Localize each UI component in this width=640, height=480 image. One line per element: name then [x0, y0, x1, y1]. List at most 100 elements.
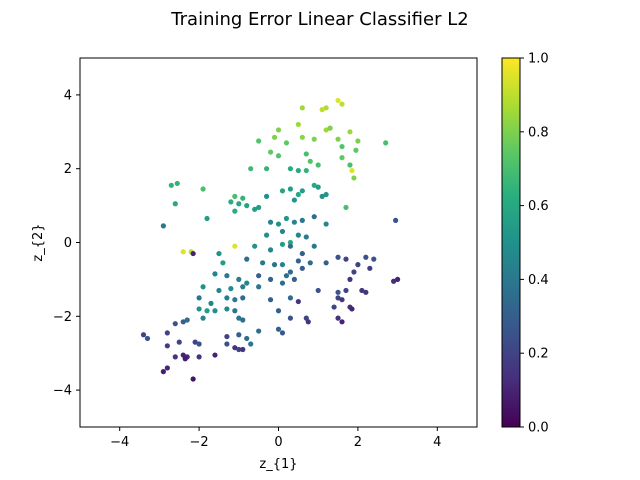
scatter-point — [172, 354, 178, 360]
scatter-point — [240, 284, 246, 290]
scatter-point — [303, 167, 309, 174]
scatter-point — [200, 284, 206, 290]
colorbar-tick-label: 0.8 — [528, 125, 549, 140]
scatter-point — [224, 273, 230, 279]
scatter-point — [190, 250, 196, 257]
scatter-point — [224, 333, 230, 340]
scatter-point — [180, 319, 186, 325]
scatter-point — [323, 221, 329, 227]
scatter-point — [275, 308, 282, 314]
scatter-point — [319, 107, 325, 113]
chart-title: Training Error Linear Classifier L2 — [170, 9, 468, 30]
scatter-point — [212, 271, 218, 277]
scatter-point — [339, 297, 345, 303]
scatter-point — [335, 289, 341, 295]
scatter-point — [311, 136, 317, 142]
scatter-point — [279, 241, 286, 247]
scatter-point — [240, 295, 246, 301]
y-tick-label: 0 — [64, 236, 72, 251]
scatter-point — [263, 166, 270, 172]
scatter-point — [164, 330, 170, 336]
scatter-point — [283, 273, 290, 279]
scatter-point — [287, 269, 294, 275]
scatter-point — [275, 221, 282, 227]
scatter-point — [275, 326, 282, 332]
scatter-point — [267, 219, 274, 225]
scatter-point — [232, 308, 238, 314]
scatter-point — [335, 254, 341, 260]
colorbar-tick-label: 1.0 — [528, 52, 549, 67]
scatter-point — [327, 125, 333, 131]
scatter-point — [232, 297, 238, 303]
y-tick-label: 4 — [64, 88, 72, 103]
y-tick-label: 2 — [64, 162, 72, 177]
scatter-point — [335, 136, 341, 142]
colorbar-tick-label: 0.4 — [528, 273, 549, 288]
scatter-point — [299, 250, 305, 257]
x-tick-label: 0 — [274, 435, 282, 450]
scatter-point — [353, 147, 359, 153]
scatter-point — [283, 140, 290, 146]
scatter-point — [287, 186, 294, 192]
scatter-point — [319, 193, 325, 199]
scatter-point — [347, 276, 353, 282]
scatter-point — [343, 287, 349, 294]
scatter-point — [287, 166, 294, 172]
scatter-point — [260, 260, 266, 266]
scatter-point — [224, 341, 230, 347]
x-axis-ticks: −4 −2 0 2 4 — [110, 427, 441, 450]
colorbar-ticks: 0.0 0.2 0.4 0.6 0.8 1.0 — [520, 52, 549, 436]
scatter-point — [283, 215, 290, 222]
scatter-point — [305, 319, 311, 325]
scatter-point — [256, 204, 262, 211]
scatter-point — [200, 315, 206, 321]
scatter-point — [287, 315, 294, 321]
scatter-point — [263, 232, 270, 238]
scatter-point — [172, 321, 178, 327]
scatter-point — [311, 243, 317, 249]
scatter-point — [256, 138, 262, 144]
scatter-point — [196, 354, 202, 360]
scatter-point — [180, 249, 186, 255]
scatter-point — [323, 191, 329, 198]
scatter-point — [220, 260, 226, 266]
scatter-point — [252, 206, 258, 212]
scatter-point — [323, 105, 329, 111]
scatter-point — [351, 269, 357, 275]
scatter-point — [256, 328, 262, 334]
y-axis-label: z_{2} — [31, 223, 46, 261]
colorbar-tick-label: 0.0 — [528, 421, 549, 436]
scatter-point — [279, 262, 286, 268]
scatter-point — [236, 276, 242, 282]
scatter-point — [343, 256, 349, 262]
scatter-point — [315, 287, 321, 294]
scatter-point — [299, 265, 305, 271]
scatter-point — [232, 208, 238, 214]
scatter-point — [252, 243, 258, 249]
scatter-point — [240, 346, 246, 353]
scatter-point — [212, 308, 218, 314]
scatter-point — [176, 339, 182, 345]
scatter-point — [240, 317, 246, 323]
scatter-point — [144, 335, 151, 342]
scatter-point — [204, 308, 210, 314]
scatter-point — [363, 254, 369, 260]
scatter-point — [295, 167, 301, 174]
scatter-point — [256, 284, 262, 290]
scatter-point — [160, 369, 166, 375]
scatter-point — [349, 167, 355, 174]
scatter-point — [164, 343, 170, 349]
scatter-point — [240, 195, 246, 201]
scatter-point — [363, 289, 369, 295]
scatter-point — [236, 201, 242, 207]
scatter-point — [395, 276, 401, 282]
colorbar-tick-label: 0.6 — [528, 199, 549, 214]
scatter-point — [295, 298, 301, 305]
plot-frame — [79, 57, 478, 428]
scatter-point — [347, 162, 353, 168]
scatter-point — [244, 280, 250, 286]
scatter-point — [244, 256, 250, 262]
scatter-point — [208, 300, 214, 306]
scatter-point — [267, 149, 274, 155]
scatter-point — [323, 127, 329, 133]
